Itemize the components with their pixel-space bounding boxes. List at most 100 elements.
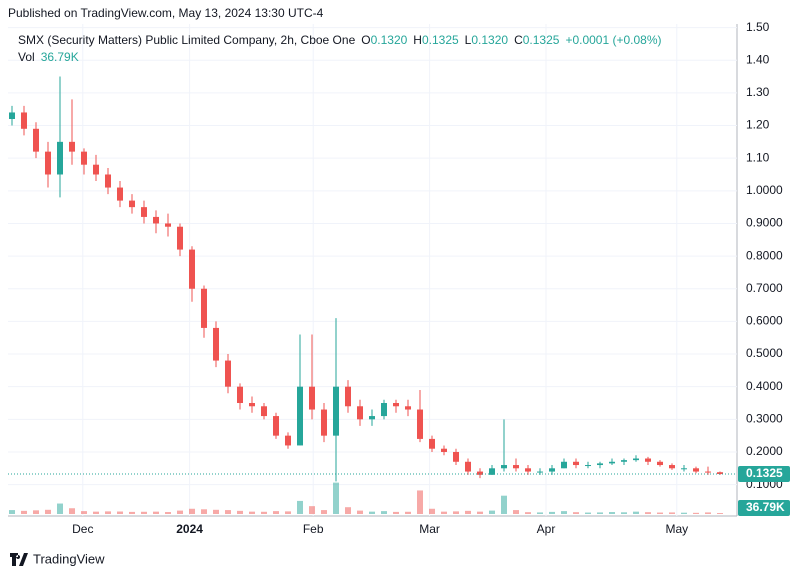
volume-bar (93, 511, 99, 514)
vol-value: 36.79K (41, 50, 79, 64)
volume-bar (249, 511, 255, 514)
candle-body (285, 435, 291, 446)
candle-body (45, 151, 51, 175)
candle-body (549, 468, 555, 472)
candle-body (21, 112, 27, 129)
volume-bar (597, 512, 603, 514)
ohlc-value: 0.1325 (422, 33, 459, 47)
candle-body (693, 468, 699, 472)
x-tick-label: Apr (537, 522, 556, 536)
y-tick-label: 0.6000 (746, 314, 783, 328)
candle-body (225, 360, 231, 387)
candle-body (177, 226, 183, 250)
y-tick-label: 1.30 (746, 85, 770, 99)
ohlc-value: 0.1320 (371, 33, 408, 47)
candle-body (321, 409, 327, 436)
volume-bar (609, 512, 615, 514)
y-tick-label: 0.5000 (746, 346, 783, 360)
x-tick-label: Feb (303, 522, 324, 536)
volume-bar (9, 510, 15, 514)
volume-bar (57, 503, 63, 514)
candle-body (417, 409, 423, 439)
volume-tag-bg (738, 500, 790, 516)
candle-body (633, 458, 639, 461)
y-tick-label: 1.50 (746, 20, 770, 34)
y-tick-label: 0.4000 (746, 379, 783, 393)
volume-bar (489, 510, 495, 514)
y-tick-label: 0.9000 (746, 216, 783, 230)
candle-body (369, 416, 375, 420)
logo: TradingView (10, 551, 105, 566)
ohlc-label: O (361, 33, 370, 47)
ohlc-value: 0.1320 (471, 33, 508, 47)
ohlc-label: H (413, 33, 422, 47)
volume-bar (717, 513, 723, 514)
volume-bar (369, 511, 375, 514)
candle-body (645, 458, 651, 462)
legend-change: +0.0001 (+0.08%) (565, 33, 661, 47)
legend-symbol: SMX (Security Matters) Public Limited Co… (18, 33, 356, 47)
candle-body (9, 112, 15, 119)
candle-body (405, 406, 411, 410)
candle-body (201, 288, 207, 328)
volume-bar (501, 495, 507, 514)
volume-bar (237, 510, 243, 514)
y-tick-label: 1.20 (746, 118, 770, 132)
y-tick-label: 1.40 (746, 52, 770, 66)
x-tick-label: Dec (72, 522, 93, 536)
volume-bar (33, 510, 39, 514)
volume-bar (549, 511, 555, 514)
published-note: Published on TradingView.com, May 13, 20… (8, 6, 324, 20)
candle-body (57, 141, 63, 175)
candle-body (153, 216, 159, 224)
candle-body (69, 141, 75, 152)
volume-bar (45, 509, 51, 514)
candle-body (189, 249, 195, 289)
volume-bar (321, 510, 327, 514)
volume-bar (345, 507, 351, 514)
candle-body (249, 403, 255, 407)
candle-body (213, 327, 219, 361)
candle-body (273, 416, 279, 436)
candle-body (561, 461, 567, 469)
volume-bar (213, 509, 219, 514)
candle-body (117, 187, 123, 201)
y-tick-label: 0.7000 (746, 281, 783, 295)
volume-bar (81, 511, 87, 514)
candle-body (141, 207, 147, 217)
candle-body (501, 465, 507, 469)
ohlc-label: C (514, 33, 523, 47)
volume-bar (477, 511, 483, 514)
volume-bar (309, 506, 315, 514)
vol-label: Vol (18, 50, 35, 64)
candle-body (465, 461, 471, 472)
candle-body (381, 403, 387, 417)
price-tag: 0.1325 (746, 466, 783, 480)
volume-tag: 36.79K (746, 500, 785, 514)
candle-body (513, 465, 519, 469)
candle-body (93, 164, 99, 175)
volume-bar (117, 511, 123, 514)
y-tick-label: 0.8000 (746, 248, 783, 262)
volume-bar (441, 511, 447, 514)
candle-body (597, 463, 603, 466)
candle-body (477, 471, 483, 475)
candle-body (261, 406, 267, 417)
volume-bar (573, 512, 579, 514)
volume-bar (261, 511, 267, 514)
candle-body (657, 461, 663, 466)
volume-bar (189, 508, 195, 514)
x-tick-label: 2024 (176, 522, 203, 536)
volume-bar (297, 500, 303, 514)
ohlc-label: L (465, 33, 472, 47)
x-tick-label: May (665, 522, 688, 536)
volume-bar (405, 511, 411, 514)
price-tag-bg (738, 466, 790, 483)
candle-body (393, 403, 399, 407)
y-tick-label: 1.10 (746, 150, 770, 164)
volume-bar (417, 490, 423, 514)
volume-bar (657, 512, 663, 514)
volume-bar (465, 510, 471, 514)
volume-bar (513, 510, 519, 514)
